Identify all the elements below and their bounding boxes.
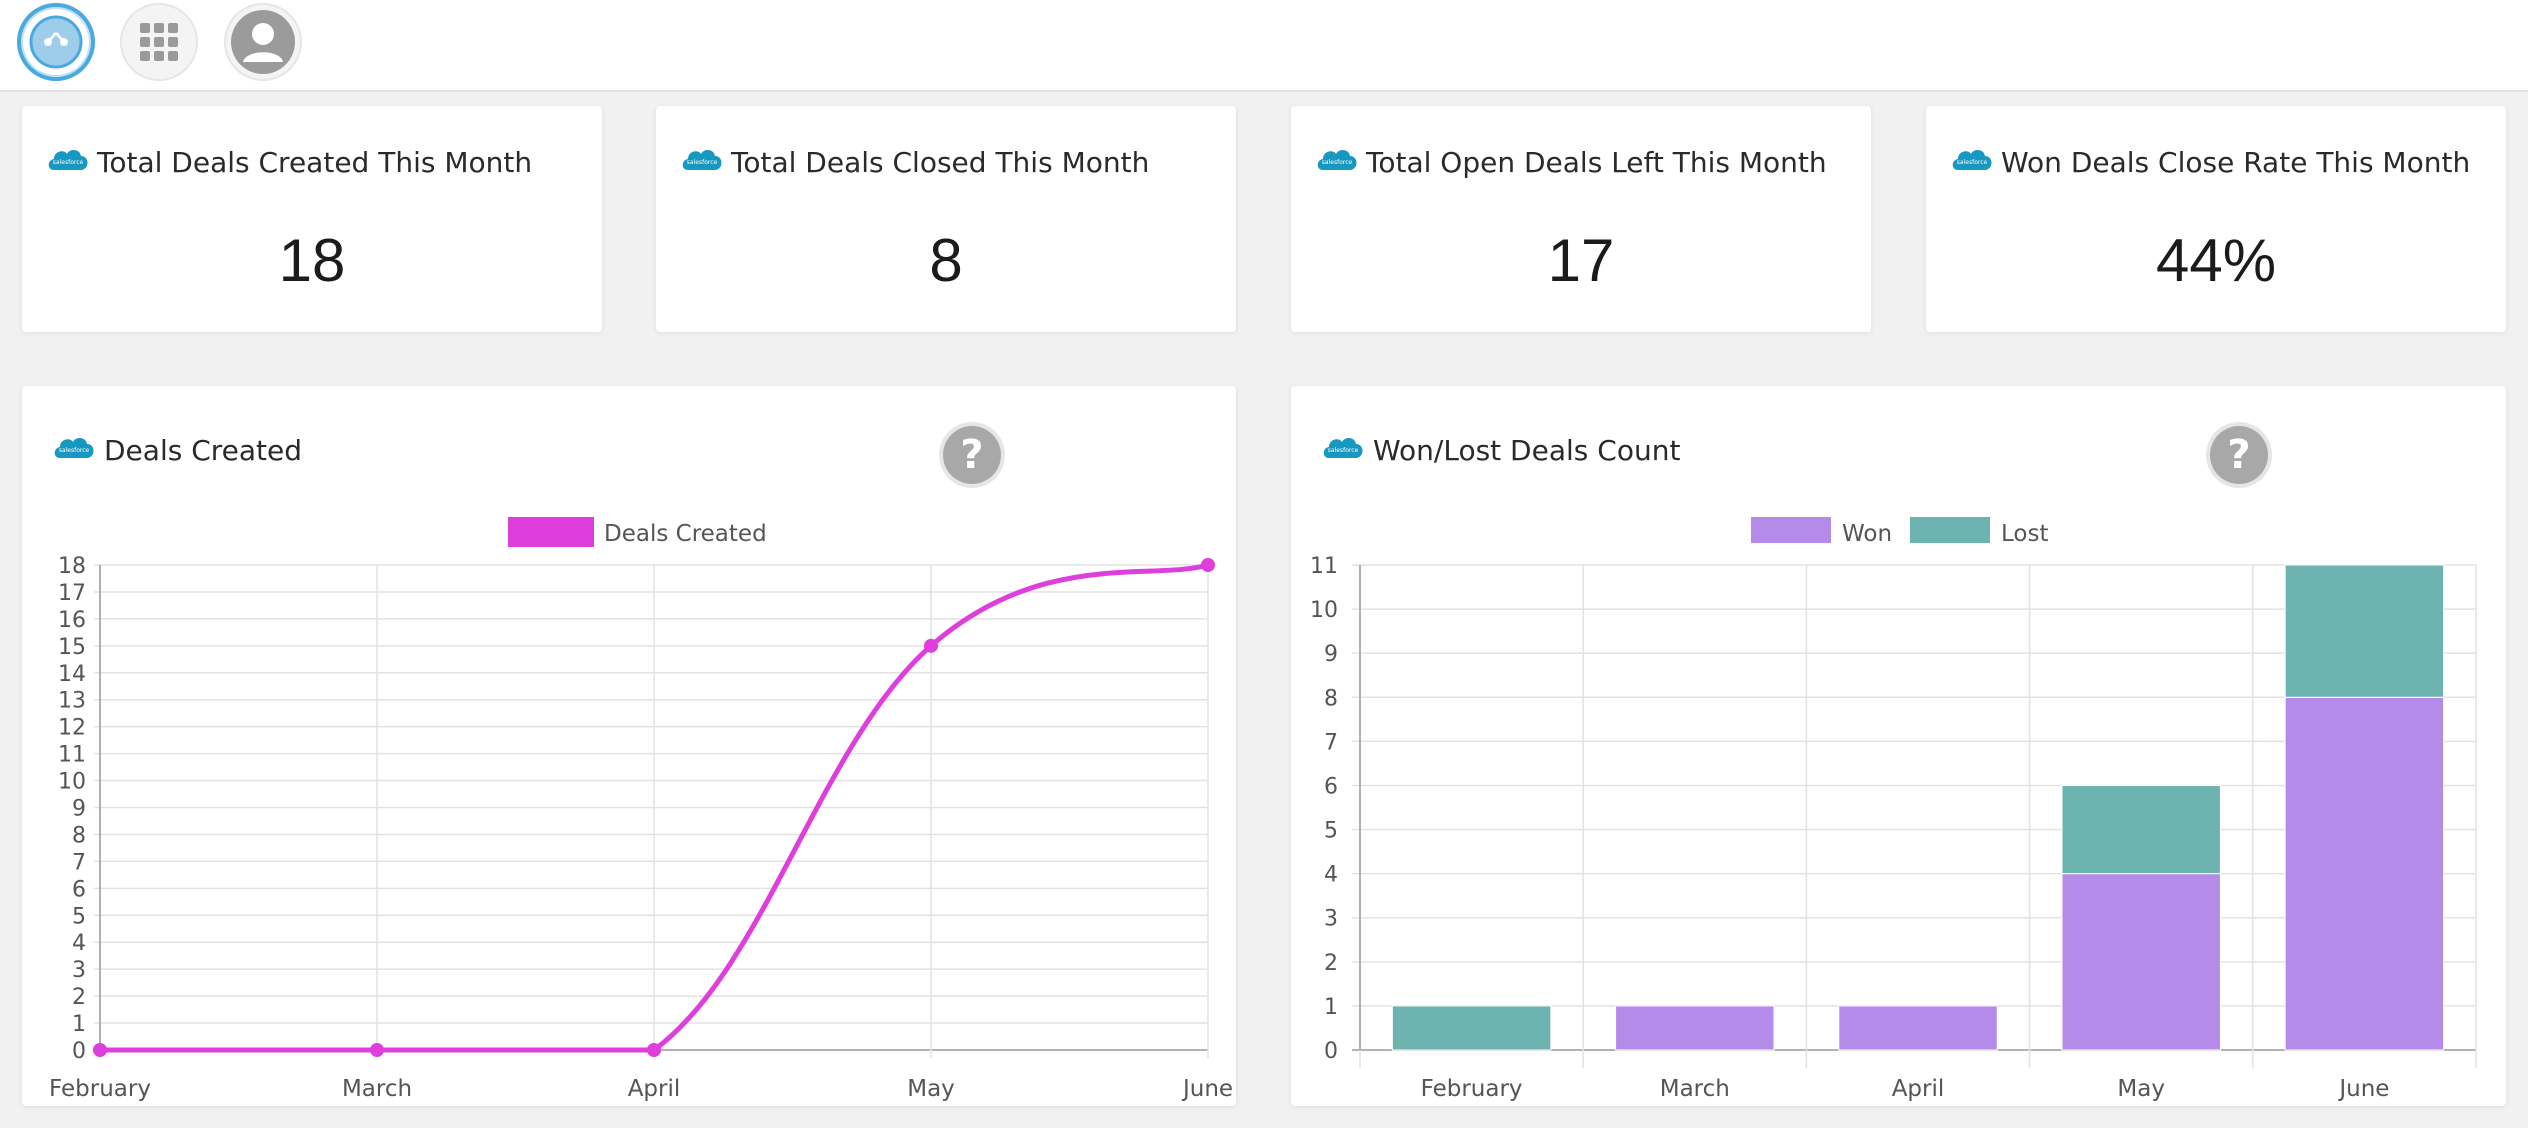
y-tick-label: 6 xyxy=(1324,774,1338,799)
y-tick-label: 0 xyxy=(72,1039,86,1064)
series-line-deals-created xyxy=(100,562,1209,1053)
legend-label-lost: Lost xyxy=(2001,521,2048,547)
salesforce-logo-text: salesforce xyxy=(1328,447,1359,454)
kpi-title: Total Deals Closed This Month xyxy=(731,146,1150,179)
bar-lost-june xyxy=(2284,564,2445,698)
salesforce-logo-icon: salesforce xyxy=(1323,438,1363,458)
profile-nav-button[interactable] xyxy=(224,3,302,81)
y-tick-label: 1 xyxy=(72,1012,86,1037)
user-profile-icon xyxy=(231,10,295,74)
bar-won-march xyxy=(1615,1005,1775,1051)
y-tick-label: 14 xyxy=(58,662,86,687)
kpi-value: 8 xyxy=(929,227,963,294)
salesforce-logo-text: salesforce xyxy=(1322,159,1353,166)
dashboard-nav-button[interactable] xyxy=(17,3,95,81)
kpi-value: 18 xyxy=(278,227,346,294)
legend-swatch-deals-created xyxy=(508,517,594,547)
y-tick-label: 3 xyxy=(1324,907,1338,932)
y-tick-label: 4 xyxy=(72,931,86,956)
data-point xyxy=(924,638,938,653)
help-button[interactable]: ? xyxy=(2210,426,2268,484)
x-tick-label: March xyxy=(1660,1076,1730,1102)
salesforce-logo-text: salesforce xyxy=(1957,159,1988,166)
y-tick-label: 5 xyxy=(72,904,86,929)
y-tick-label: 11 xyxy=(1310,554,1338,579)
x-tick-label: May xyxy=(907,1076,955,1102)
salesforce-logo-icon: salesforce xyxy=(1952,150,1992,170)
legend-label-won: Won xyxy=(1842,521,1892,547)
y-tick-label: 8 xyxy=(72,823,86,848)
data-point xyxy=(1201,558,1215,572)
y-tick-label: 8 xyxy=(1324,686,1338,711)
x-tick-label: June xyxy=(2337,1076,2389,1102)
kpi-card-deals-created: salesforce Total Deals Created This Mont… xyxy=(22,106,602,332)
x-tick-label: February xyxy=(49,1076,151,1102)
y-tick-label: 7 xyxy=(1324,730,1338,755)
deals-created-panel: salesforce Deals Created ? xyxy=(22,386,1236,1106)
y-tick-label: 7 xyxy=(72,850,86,875)
legend-swatch-won xyxy=(1751,517,1831,543)
legend-label-deals-created: Deals Created xyxy=(604,521,767,547)
kpi-card-open-deals: salesforce Total Open Deals Left This Mo… xyxy=(1291,106,1871,332)
y-tick-label: 12 xyxy=(58,716,86,741)
x-tick-label: February xyxy=(1421,1076,1523,1102)
y-tick-label: 6 xyxy=(72,877,86,902)
data-point xyxy=(647,1043,661,1057)
x-tick-label: April xyxy=(1892,1076,1945,1102)
kpi-value: 44% xyxy=(2155,227,2277,294)
salesforce-logo-text: salesforce xyxy=(59,447,90,454)
y-tick-label: 9 xyxy=(1324,642,1338,667)
kpi-title: Won Deals Close Rate This Month xyxy=(2001,146,2471,179)
y-tick-label: 11 xyxy=(58,743,86,768)
y-tick-label: 13 xyxy=(58,689,86,714)
y-tick-label: 0 xyxy=(1324,1039,1338,1064)
salesforce-logo-icon: salesforce xyxy=(1317,150,1357,170)
x-tick-label: March xyxy=(342,1076,412,1102)
apps-grid-icon xyxy=(140,23,178,61)
salesforce-logo-icon: salesforce xyxy=(54,438,94,458)
apps-nav-button[interactable] xyxy=(120,3,198,81)
x-tick-label: April xyxy=(628,1076,681,1102)
bar-lost-may xyxy=(2061,784,2221,875)
y-tick-label: 4 xyxy=(1324,863,1338,888)
y-tick-label: 3 xyxy=(72,958,86,983)
y-tick-label: 5 xyxy=(1324,819,1338,844)
y-tick-label: 17 xyxy=(58,581,86,606)
kpi-card-close-rate: salesforce Won Deals Close Rate This Mon… xyxy=(1926,106,2506,332)
salesforce-logo-icon: salesforce xyxy=(682,150,722,170)
panel-title: Deals Created xyxy=(104,434,303,467)
y-tick-label: 9 xyxy=(72,797,86,822)
salesforce-logo-text: salesforce xyxy=(53,159,84,166)
salesforce-logo-text: salesforce xyxy=(687,159,718,166)
help-button[interactable]: ? xyxy=(943,426,1001,484)
panel-title: Won/Lost Deals Count xyxy=(1373,434,1681,467)
bar-won-june xyxy=(2284,696,2445,1051)
y-tick-label: 16 xyxy=(58,608,86,633)
bar-lost-february xyxy=(1391,1005,1552,1051)
y-tick-label: 2 xyxy=(1324,951,1338,976)
y-tick-label: 1 xyxy=(1324,995,1338,1020)
y-tick-label: 2 xyxy=(72,985,86,1010)
bar-won-april xyxy=(1838,1005,1998,1051)
data-point xyxy=(93,1043,107,1057)
y-tick-label: 15 xyxy=(58,635,86,660)
bar-won-may xyxy=(2061,873,2221,1051)
kpi-card-deals-closed: salesforce Total Deals Closed This Month… xyxy=(656,106,1236,332)
kpi-title: Total Deals Created This Month xyxy=(97,146,533,179)
kpi-value: 17 xyxy=(1547,227,1615,294)
dashboard-icon xyxy=(29,15,83,69)
salesforce-logo-icon: salesforce xyxy=(48,150,88,170)
y-tick-label: 10 xyxy=(58,770,86,795)
y-tick-label: 18 xyxy=(58,554,86,579)
legend-swatch-lost xyxy=(1910,517,1990,543)
y-tick-label: 10 xyxy=(1310,598,1338,623)
top-nav-bar xyxy=(0,0,2528,92)
data-point xyxy=(370,1043,384,1057)
x-tick-label: June xyxy=(1181,1076,1233,1102)
kpi-title: Total Open Deals Left This Month xyxy=(1366,146,1827,179)
x-tick-label: May xyxy=(2117,1076,2165,1102)
